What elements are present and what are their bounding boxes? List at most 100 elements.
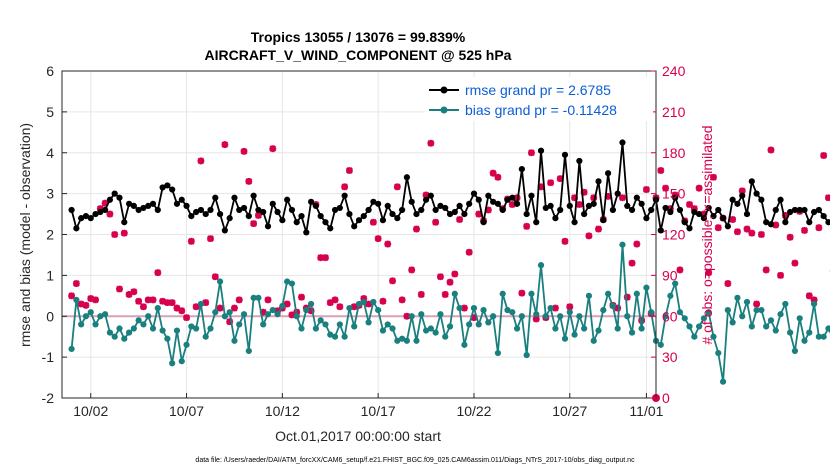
obs-marker	[489, 169, 497, 177]
y2-tick-label: 0	[662, 390, 670, 406]
obs-marker	[101, 199, 109, 207]
bias-point	[116, 325, 123, 332]
obs-marker	[173, 304, 181, 312]
obs-marker	[705, 269, 713, 277]
rmse-point	[125, 200, 133, 207]
bias-point	[509, 309, 516, 316]
bias-point	[432, 329, 439, 336]
rmse-point	[370, 198, 377, 205]
bias-point	[298, 325, 305, 332]
obs-x-mark	[365, 300, 372, 308]
rmse-point	[178, 196, 185, 203]
bias-point	[470, 304, 478, 312]
bias-point	[772, 327, 779, 334]
obs-x-mark	[590, 194, 598, 202]
rmse-point	[758, 196, 765, 203]
obs-marker	[87, 295, 95, 302]
obs-x-mark	[202, 299, 210, 307]
rmse-point	[384, 202, 391, 209]
bias-point	[672, 280, 679, 287]
obs-x-mark	[307, 307, 315, 315]
rmse-point	[561, 151, 569, 158]
obs-marker	[666, 205, 674, 213]
bias-point	[739, 313, 746, 320]
bias-point	[576, 313, 583, 320]
obs-marker	[360, 295, 368, 302]
bias-point	[542, 313, 549, 320]
bias-point	[216, 278, 224, 285]
obs-marker	[470, 314, 478, 322]
obs-marker	[451, 270, 459, 278]
rmse-point	[284, 196, 291, 203]
rmse-point	[121, 219, 128, 226]
obs-marker	[460, 304, 468, 312]
obs-marker	[331, 296, 339, 304]
rmse-point	[796, 206, 803, 214]
rmse-point	[264, 223, 272, 230]
obs-marker	[446, 278, 454, 286]
rmse-point	[327, 225, 334, 232]
obs-x-mark	[82, 301, 90, 309]
rmse-point	[355, 217, 363, 224]
obs-x-mark	[528, 149, 535, 157]
bias-point	[552, 325, 559, 332]
bias-point	[422, 327, 430, 334]
obs-x-mark	[791, 259, 799, 267]
obs-marker	[748, 229, 756, 237]
obs-x-mark	[274, 307, 281, 315]
obs-marker	[197, 157, 205, 165]
obs-marker	[202, 299, 210, 307]
obs-marker	[427, 139, 435, 147]
obs-marker	[408, 266, 416, 274]
obs-marker	[571, 194, 578, 202]
obs-marker	[283, 300, 291, 308]
rmse-point	[638, 200, 645, 207]
rmse-point	[245, 213, 252, 220]
obs-x-mark	[638, 316, 646, 324]
obs-marker	[825, 194, 830, 202]
rmse-point	[317, 213, 324, 220]
y2-tick-label: 60	[662, 308, 678, 324]
obs-x-mark	[135, 297, 143, 305]
obs-x-mark	[183, 314, 190, 322]
obs-x-mark	[322, 254, 329, 262]
rmse-point	[250, 192, 257, 199]
rmse-point	[255, 206, 262, 214]
obs-marker	[494, 173, 502, 181]
obs-marker	[801, 227, 808, 234]
obs-marker	[757, 231, 765, 238]
obs-x-mark	[374, 235, 382, 242]
bias-point	[111, 333, 118, 340]
y2-tick-label: 240	[662, 63, 686, 79]
obs-x-mark	[767, 146, 775, 154]
bias-point	[394, 337, 401, 344]
obs-marker	[614, 304, 622, 312]
obs-marker	[398, 296, 406, 304]
rmse-point	[312, 202, 319, 209]
rmse-point	[528, 192, 535, 199]
rmse-point	[379, 217, 387, 224]
obs-marker	[767, 146, 775, 154]
bias-point	[494, 349, 502, 357]
obs-marker	[250, 220, 258, 227]
bias-point	[490, 313, 497, 320]
rmse-point	[619, 139, 626, 146]
obs-x-mark	[255, 212, 262, 219]
bias-point	[604, 290, 612, 297]
obs-x-mark	[432, 218, 440, 226]
obs-x-mark	[772, 221, 780, 229]
bias-point	[221, 313, 228, 320]
obs-x-mark	[245, 177, 253, 185]
bias-point	[193, 325, 200, 332]
obs-marker	[422, 191, 430, 199]
bias-point	[92, 321, 99, 328]
obs-x-mark	[566, 303, 574, 311]
legend-bias-marker	[440, 106, 448, 114]
bias-point	[600, 307, 607, 314]
y2-tick-label: 30	[662, 349, 678, 365]
bias-point	[260, 321, 267, 328]
rmse-point	[700, 215, 708, 222]
bias-point	[255, 294, 262, 301]
obs-x-mark	[623, 293, 631, 301]
rmse-point	[236, 206, 243, 214]
